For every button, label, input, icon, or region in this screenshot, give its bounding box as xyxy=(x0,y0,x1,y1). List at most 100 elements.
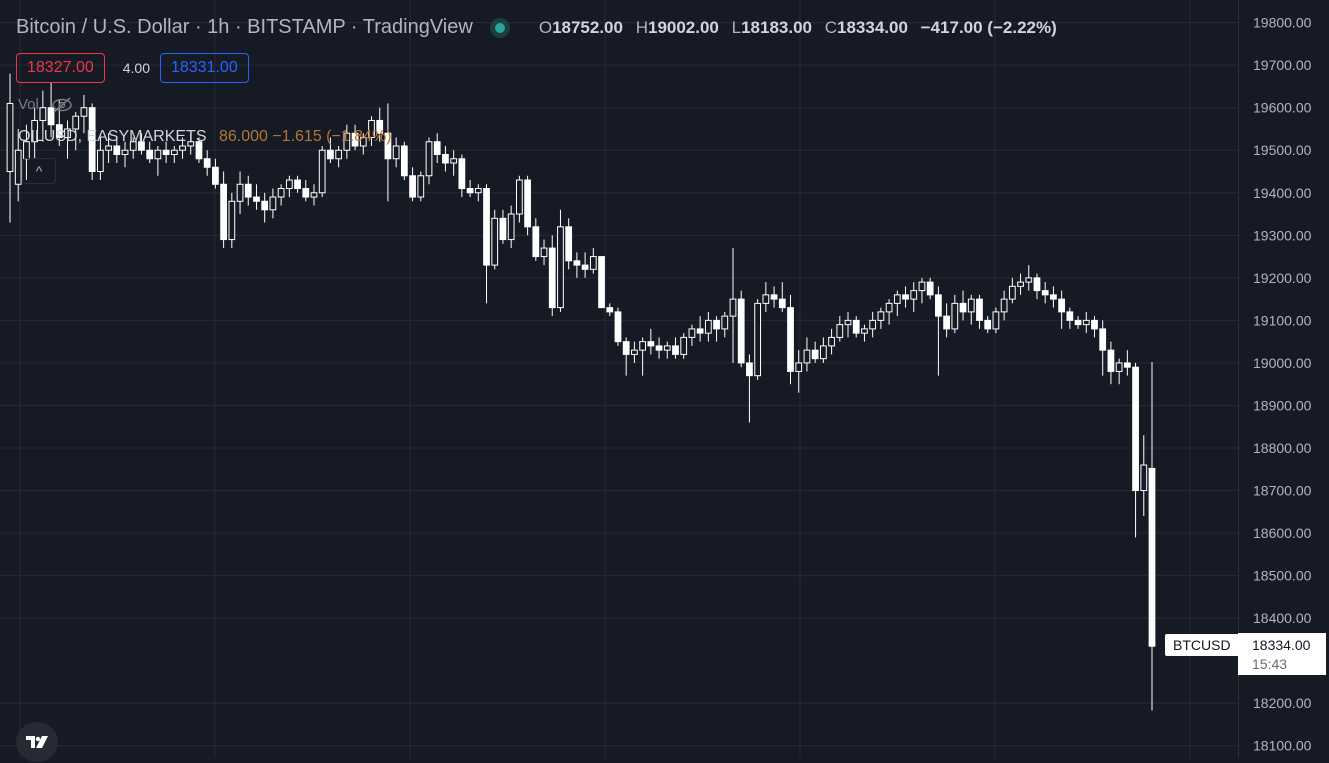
candle-body-down xyxy=(1132,366,1139,492)
candle xyxy=(984,316,992,334)
close-value: 18334.00 xyxy=(837,17,908,37)
candle xyxy=(844,311,852,338)
candle xyxy=(277,184,285,206)
candle-body-down xyxy=(943,315,950,330)
candle xyxy=(992,307,1000,334)
candle-body-down xyxy=(787,307,794,372)
candle xyxy=(803,337,811,372)
candle xyxy=(729,248,737,363)
candle xyxy=(236,171,244,215)
candle xyxy=(688,324,696,346)
collapse-legend-button[interactable]: ^ xyxy=(22,158,56,184)
candle-body-down xyxy=(220,183,227,241)
volume-indicator-legend[interactable]: Vol xyxy=(18,96,73,113)
candle-body-down xyxy=(647,341,655,347)
candle xyxy=(852,316,860,338)
spread-value: 4.00 xyxy=(122,60,150,76)
candle xyxy=(795,350,803,393)
candle xyxy=(869,311,877,338)
candle-body-down xyxy=(778,298,786,309)
candle-body-down xyxy=(384,132,392,160)
candle-body-up xyxy=(96,149,104,173)
candle-body-up xyxy=(285,179,293,190)
candle-body-up xyxy=(80,107,88,117)
candle xyxy=(384,103,392,202)
candle xyxy=(212,158,219,189)
candle xyxy=(1066,307,1074,329)
candle xyxy=(672,337,679,359)
candle xyxy=(433,133,441,164)
tradingview-logo-icon[interactable] xyxy=(16,722,58,762)
candle-body-down xyxy=(376,119,384,134)
overlay-series-legend[interactable]: OILUSD, EASYMARKETS 86.000 −1.615 (−1.84… xyxy=(18,128,392,146)
last-price-symbol-tag: BTCUSD xyxy=(1165,634,1239,656)
candle-body-up xyxy=(64,128,71,138)
candle-body-down xyxy=(622,341,630,355)
candle-body-up xyxy=(754,302,762,377)
candle xyxy=(359,133,367,155)
candle-body-up xyxy=(729,298,737,317)
candle-body-up xyxy=(417,175,425,198)
candle xyxy=(598,256,605,309)
candle-body-down xyxy=(926,281,934,296)
candle-body-down xyxy=(573,260,581,266)
candle-body-down xyxy=(203,158,211,168)
candle-body-down xyxy=(581,264,589,270)
candle xyxy=(170,145,178,164)
candle xyxy=(622,337,630,376)
candle xyxy=(31,107,39,159)
candle xyxy=(1058,290,1066,329)
candle-body-down xyxy=(466,188,474,194)
candle xyxy=(959,290,967,321)
candle xyxy=(762,282,770,312)
overlay-values: 86.000 −1.615 (−1.84%) xyxy=(218,128,392,145)
candle-body-down xyxy=(811,349,819,360)
last-price-value: 18334.00 xyxy=(1252,637,1311,653)
candle-body-up xyxy=(129,141,137,151)
candle xyxy=(516,175,523,223)
candle xyxy=(253,184,260,210)
candle-body-down xyxy=(400,145,408,177)
sell-button[interactable]: 18327.00 xyxy=(16,53,105,83)
candle-body-down xyxy=(606,307,614,313)
candle xyxy=(318,145,326,198)
candle-body-down xyxy=(433,141,441,155)
candle xyxy=(409,167,416,202)
candle-body-down xyxy=(47,107,55,126)
price-scale[interactable]: 19800.00 19700.00 19600.00 19500.00 19400.00… xyxy=(1238,0,1329,758)
candle xyxy=(113,137,121,164)
candle-body-up xyxy=(885,302,893,313)
candle xyxy=(1140,435,1148,517)
price-tick-label: 18900.00 xyxy=(1253,397,1312,413)
candle xyxy=(524,175,531,236)
candle-body-up xyxy=(368,119,375,138)
eye-crossed-icon[interactable] xyxy=(51,96,73,113)
candle xyxy=(581,252,589,278)
candle xyxy=(655,337,663,359)
candle-body-up xyxy=(31,119,39,143)
candle-body-up xyxy=(877,311,885,321)
candle-body-down xyxy=(261,200,269,211)
candle-body-down xyxy=(548,247,556,309)
candle xyxy=(1082,311,1090,334)
candle xyxy=(828,328,835,355)
candle xyxy=(811,341,819,363)
candle xyxy=(1132,362,1139,538)
candle-body-down xyxy=(88,107,96,173)
candle-body-up xyxy=(680,336,688,355)
candle-body-down xyxy=(55,124,63,138)
candle-body-down xyxy=(327,149,334,160)
candle-body-up xyxy=(819,345,827,360)
candle xyxy=(770,286,778,308)
candle xyxy=(187,133,195,155)
candle-body-up xyxy=(269,196,277,211)
candle xyxy=(1050,286,1057,308)
candle-body-up xyxy=(187,141,195,147)
candle xyxy=(1091,316,1098,338)
candle xyxy=(1025,265,1033,291)
buy-button[interactable]: 18331.00 xyxy=(159,53,249,83)
candle xyxy=(343,124,351,159)
candle-body-up xyxy=(1008,285,1016,300)
candle-body-down xyxy=(672,345,679,355)
